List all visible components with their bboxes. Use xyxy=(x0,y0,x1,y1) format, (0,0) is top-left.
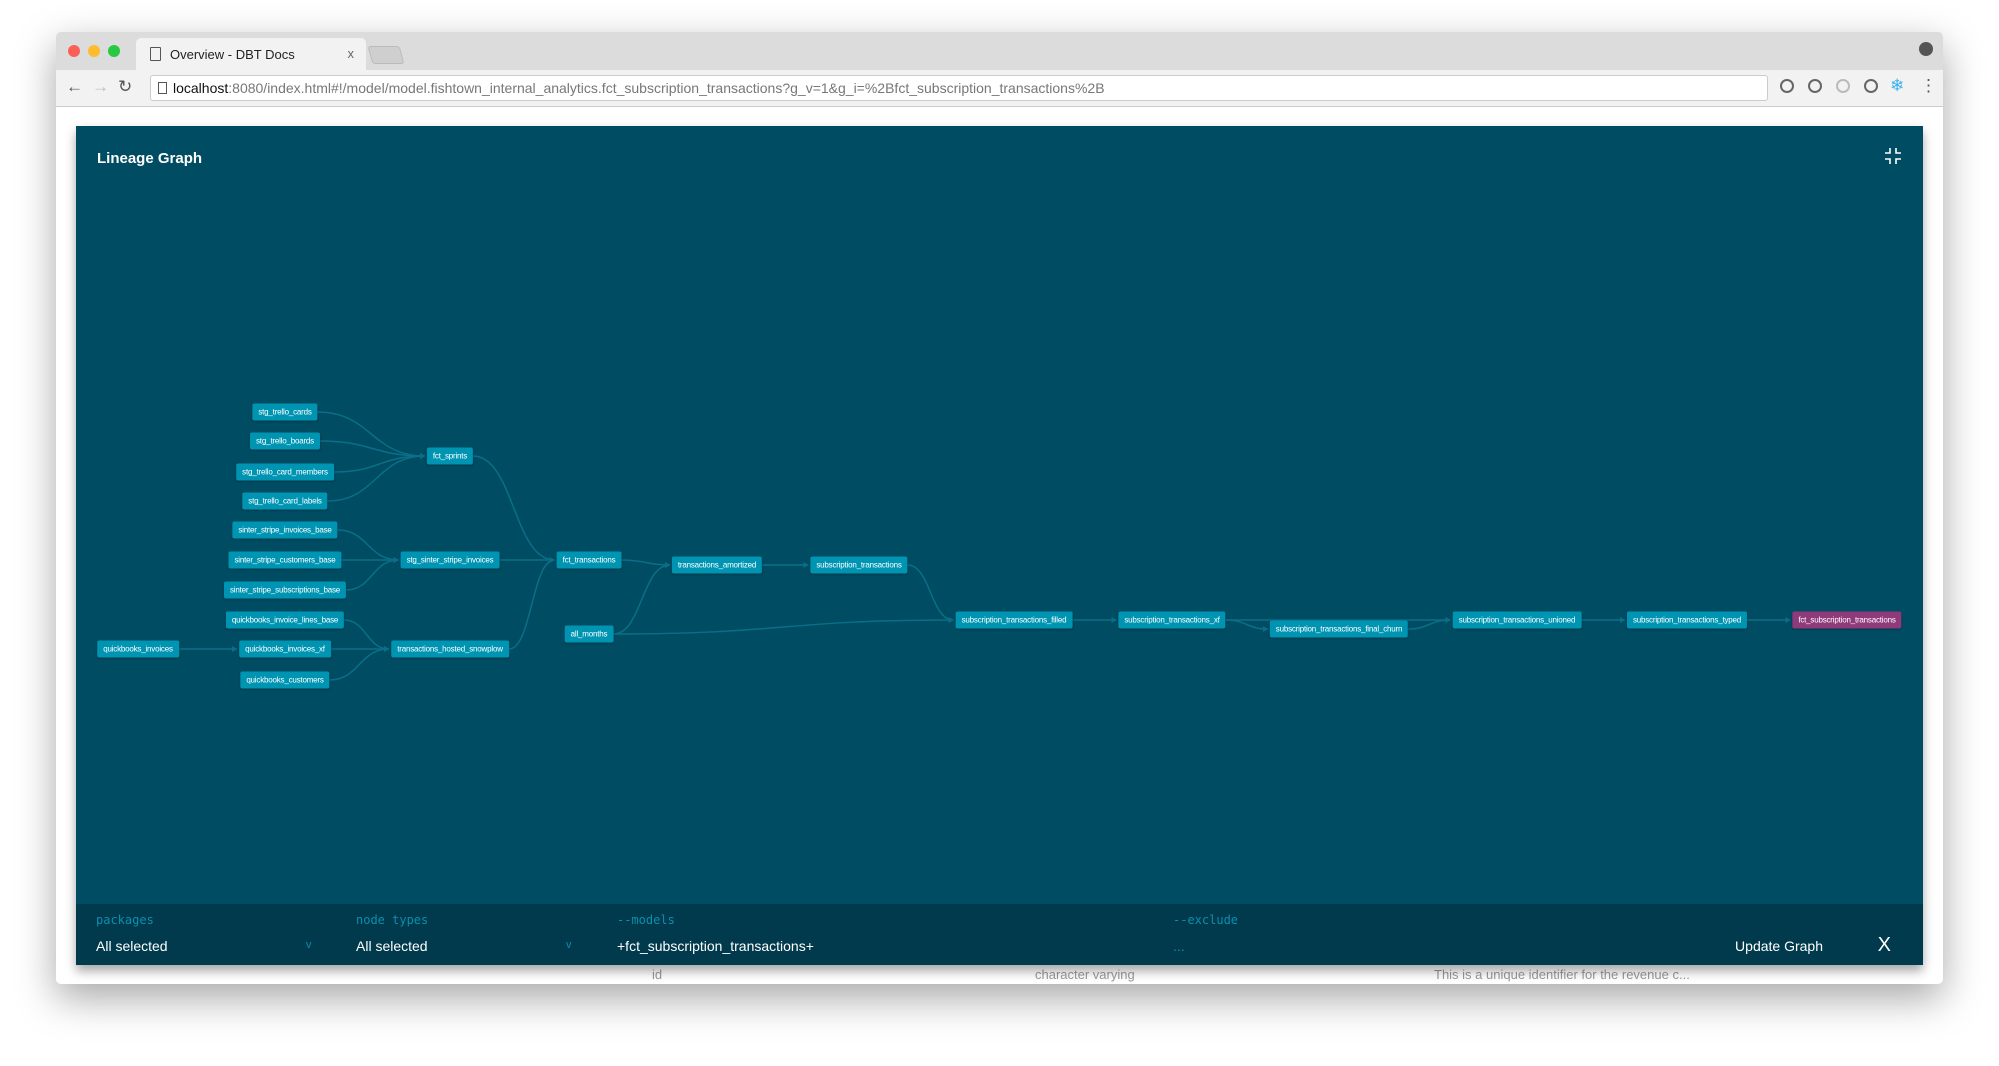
graph-edge xyxy=(621,559,671,566)
reload-icon[interactable]: ↻ xyxy=(118,77,133,96)
graph-node[interactable]: quickbooks_invoices xyxy=(97,640,179,658)
graph-filter-bar: packages All selected v node types All s… xyxy=(76,904,1923,965)
graph-node[interactable]: stg_trello_card_members xyxy=(236,463,334,481)
graph-node[interactable]: all_months xyxy=(564,625,614,643)
edge-arrow-icon xyxy=(1785,617,1791,623)
graph-node[interactable]: stg_trello_cards xyxy=(252,403,318,421)
extension-info-icon[interactable] xyxy=(1808,79,1822,93)
page-icon xyxy=(150,47,161,61)
graph-edge xyxy=(1407,619,1451,630)
url-host: localhost xyxy=(173,80,229,96)
graph-node[interactable]: stg_trello_boards xyxy=(250,432,320,450)
column-name: id xyxy=(652,967,663,982)
exclude-input[interactable]: ... xyxy=(1173,938,1185,954)
graph-node[interactable]: subscription_transactions_xf xyxy=(1118,611,1226,629)
browser-tab[interactable]: Overview - DBT Docs x xyxy=(136,38,366,70)
back-icon[interactable]: ← xyxy=(66,77,83,96)
edge-arrow-icon xyxy=(1620,617,1625,623)
tab-bar: Overview - DBT Docs x xyxy=(56,32,1943,70)
graph-edge xyxy=(345,559,399,591)
graph-edge xyxy=(343,619,390,650)
extension-snowflake-icon[interactable]: ❄ xyxy=(1890,76,1905,95)
graph-node[interactable]: transactions_amortized xyxy=(671,556,763,574)
graph-node[interactable]: subscription_transactions xyxy=(810,556,908,574)
graph-node[interactable]: subscription_transactions_filled xyxy=(955,611,1073,629)
models-input[interactable]: +fct_subscription_transactions+ xyxy=(617,938,814,954)
chevron-down-icon[interactable]: v xyxy=(566,939,572,951)
graph-edge xyxy=(337,529,399,561)
graph-node[interactable]: quickbooks_invoices_xf xyxy=(239,640,331,658)
graph-node[interactable]: sinter_stripe_customers_base xyxy=(228,551,342,569)
close-icon[interactable]: X xyxy=(1877,934,1891,956)
extension-shield-icon[interactable] xyxy=(1780,79,1794,93)
lineage-graph-modal: Lineage Graph stg_trello_cards stg_trello… xyxy=(76,126,1923,965)
graph-node[interactable]: sinter_stripe_invoices_base xyxy=(232,521,338,539)
graph-edge xyxy=(319,440,426,457)
edge-arrow-icon xyxy=(393,557,399,563)
graph-edge xyxy=(613,619,954,635)
edge-arrow-icon xyxy=(1445,617,1451,623)
graph-edge xyxy=(613,564,671,635)
graph-edge xyxy=(472,455,555,561)
graph-edge xyxy=(329,648,390,681)
graph-edge xyxy=(1225,619,1269,630)
minimize-window-button[interactable] xyxy=(88,45,100,57)
address-bar[interactable]: localhost:8080/index.html#!/model/model.… xyxy=(150,75,1768,101)
graph-node[interactable]: stg_trello_card_labels xyxy=(242,492,328,510)
packages-label: packages xyxy=(96,913,154,927)
models-label: --models xyxy=(617,913,675,927)
modal-title: Lineage Graph xyxy=(97,150,203,167)
column-type: character varying xyxy=(1035,967,1135,982)
url-path: :8080/index.html#!/model/model.fishtown_… xyxy=(228,80,1105,96)
graph-edge xyxy=(327,455,426,502)
close-window-button[interactable] xyxy=(68,45,80,57)
edge-arrow-icon xyxy=(665,562,670,568)
graph-node[interactable]: quickbooks_invoice_lines_base xyxy=(225,611,345,629)
browser-toolbar: ← → ↻ localhost:8080/index.html#!/model/… xyxy=(56,70,1943,107)
new-tab-button[interactable] xyxy=(367,46,405,64)
graph-edge xyxy=(333,455,426,473)
edge-arrow-icon xyxy=(420,453,425,459)
chevron-down-icon[interactable]: v xyxy=(306,939,312,951)
graph-node[interactable]: quickbooks_customers xyxy=(240,671,330,689)
page-icon xyxy=(158,82,167,94)
packages-select[interactable]: All selected xyxy=(96,938,168,954)
collapse-icon[interactable] xyxy=(1883,146,1903,166)
node-types-select[interactable]: All selected xyxy=(356,938,428,954)
graph-node[interactable]: subscription_transactions_final_churn xyxy=(1269,620,1409,638)
graph-node[interactable]: fct_transactions xyxy=(556,551,622,569)
graph-edges xyxy=(178,411,1791,681)
update-graph-button[interactable]: Update Graph xyxy=(1735,938,1823,954)
graph-node[interactable]: fct_subscription_transactions xyxy=(1792,611,1902,629)
graph-node[interactable]: sinter_stripe_subscriptions_base xyxy=(223,581,347,599)
menu-icon[interactable]: ⋮ xyxy=(1920,76,1937,95)
exclude-label: --exclude xyxy=(1173,913,1239,927)
edge-arrow-icon xyxy=(549,557,555,563)
edge-arrow-icon xyxy=(1111,617,1117,623)
graph-edge xyxy=(508,559,555,650)
column-description: This is a unique identifier for the reve… xyxy=(1434,967,1690,982)
edge-arrow-icon xyxy=(1263,626,1268,632)
maximize-window-button[interactable] xyxy=(108,45,120,57)
edge-arrow-icon xyxy=(232,646,237,652)
graph-node[interactable]: stg_sinter_stripe_invoices xyxy=(400,551,500,569)
graph-node[interactable]: subscription_transactions_typed xyxy=(1626,611,1748,629)
tab-close-button[interactable]: x xyxy=(347,46,355,61)
edge-arrow-icon xyxy=(384,646,389,652)
graph-node[interactable]: fct_sprints xyxy=(426,447,474,465)
profile-icon[interactable] xyxy=(1919,42,1933,56)
forward-icon[interactable]: → xyxy=(92,77,109,96)
edge-arrow-icon xyxy=(948,617,954,623)
extension-badge-icon[interactable] xyxy=(1864,79,1878,93)
extension-sync-icon[interactable] xyxy=(1836,79,1850,93)
tab-title: Overview - DBT Docs xyxy=(170,47,295,62)
graph-edge xyxy=(907,564,954,621)
graph-edge xyxy=(317,411,426,457)
graph-node[interactable]: transactions_hosted_snowplow xyxy=(391,640,509,658)
graph-node[interactable]: subscription_transactions_unioned xyxy=(1452,611,1582,629)
edge-arrow-icon xyxy=(803,562,809,568)
node-types-label: node types xyxy=(356,913,429,927)
